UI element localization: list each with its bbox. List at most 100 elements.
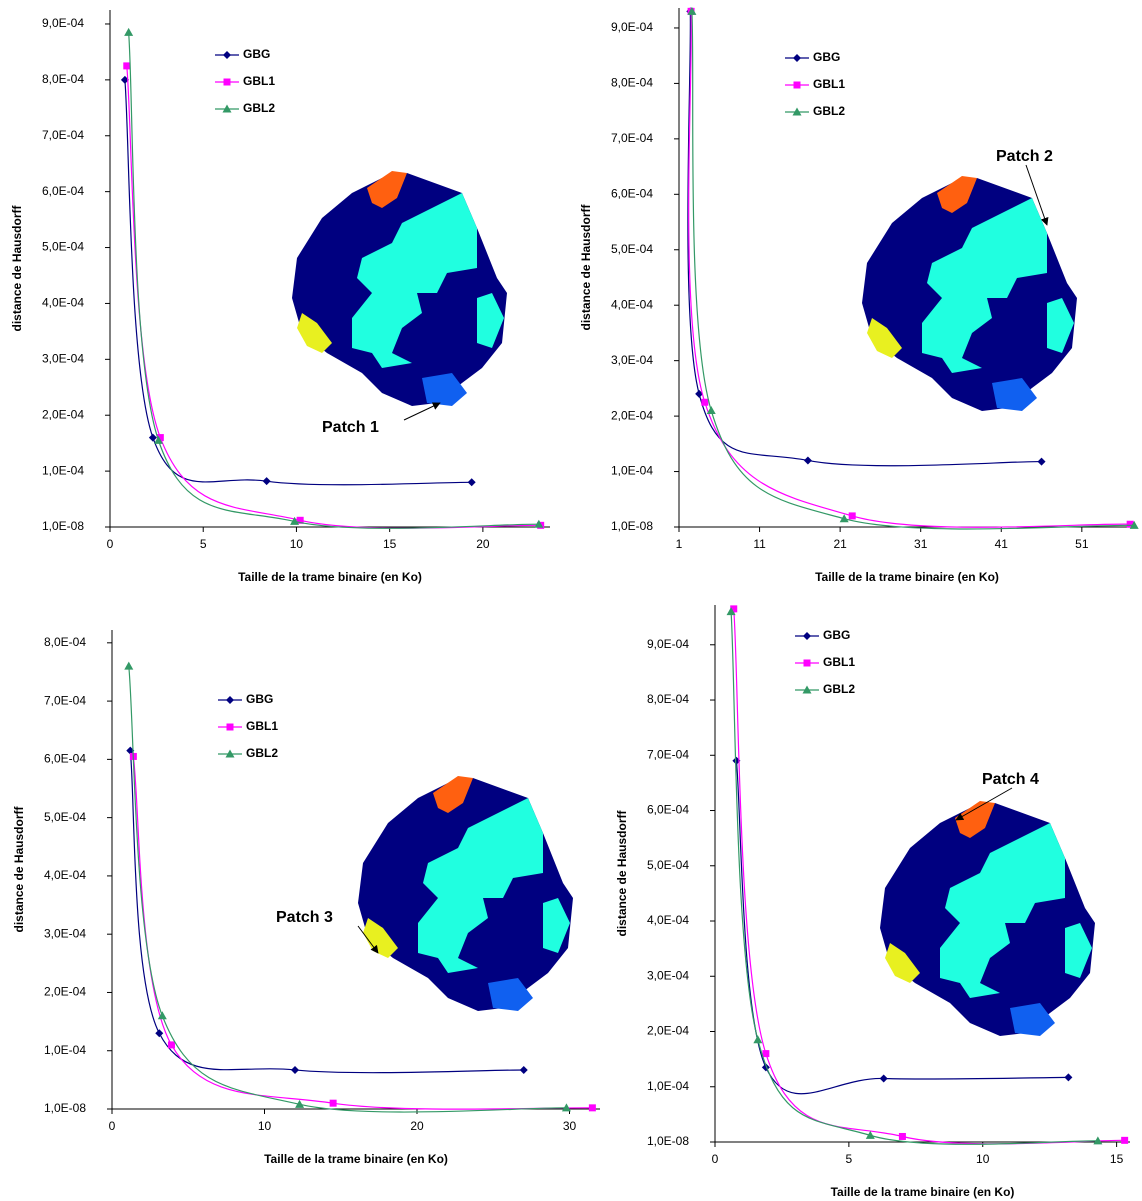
annotation-arrow <box>955 787 1013 821</box>
head-illustration <box>358 776 573 1011</box>
annotation-arrow <box>403 402 441 421</box>
point-marker <box>1064 1073 1073 1082</box>
legend-label: GBG <box>823 628 850 642</box>
y-tick-label: 7,0E-04 <box>647 747 689 761</box>
legend-label: GBL1 <box>246 719 278 733</box>
point-marker <box>726 607 736 616</box>
x-tick-label: 20 <box>476 537 490 551</box>
point-marker <box>588 1104 596 1112</box>
point-marker <box>225 749 235 758</box>
point-marker <box>148 433 157 442</box>
point-marker <box>701 398 709 406</box>
y-tick-label: 8,0E-04 <box>611 76 653 90</box>
y-tick-label: 9,0E-04 <box>647 637 689 651</box>
y-tick-label: 5,0E-04 <box>611 242 653 256</box>
y-tick-label: 9,0E-04 <box>611 20 653 34</box>
point-marker <box>687 6 697 15</box>
y-tick-label: 6,0E-04 <box>647 803 689 817</box>
point-marker <box>167 1041 175 1049</box>
legend-label: GBL1 <box>823 655 855 669</box>
y-tick-label: 6,0E-04 <box>611 186 653 200</box>
legend-label: GBL1 <box>813 77 845 91</box>
x-tick-label: 0 <box>107 537 114 551</box>
chart-panel: 1,0E-08 1,0E-04 2,0E-04 3,0E-04 4,0E-04 5,0E-… <box>12 630 600 1166</box>
point-marker <box>262 477 271 486</box>
x-tick-label: 10 <box>976 1152 990 1166</box>
point-marker <box>848 512 856 520</box>
y-tick-label: 4,0E-04 <box>42 296 84 310</box>
x-tick-label: 10 <box>258 1119 272 1133</box>
y-tick-label: 4,0E-04 <box>647 913 689 927</box>
x-tick-label: 0 <box>109 1119 116 1133</box>
y-tick-label: 1,0E-04 <box>42 463 84 477</box>
y-tick-label: 1,0E-04 <box>44 1043 86 1057</box>
legend-label: GBG <box>246 692 273 706</box>
x-tick-label: 15 <box>1110 1152 1124 1166</box>
x-tick-label: 15 <box>383 537 397 551</box>
y-axis-title: distance de Hausdorff <box>10 204 24 331</box>
y-tick-label: 6,0E-04 <box>44 752 86 766</box>
y-tick-label: 1,0E-04 <box>611 464 653 478</box>
y-tick-label: 7,0E-04 <box>611 131 653 145</box>
point-marker <box>803 659 811 667</box>
series-line <box>735 760 1069 1095</box>
series-line <box>132 756 593 1110</box>
y-tick-label: 8,0E-04 <box>44 635 86 649</box>
point-marker <box>898 1132 906 1140</box>
y-tick-label: 2,0E-04 <box>44 985 86 999</box>
y-tick-label: 3,0E-04 <box>44 926 86 940</box>
point-marker <box>467 478 476 487</box>
head-illustration <box>862 176 1077 411</box>
point-marker <box>226 696 234 704</box>
point-marker <box>561 1103 571 1112</box>
chart-panel: 1,0E-08 1,0E-04 2,0E-04 3,0E-04 4,0E-04 5,0E-… <box>579 6 1139 584</box>
y-tick-label: 4,0E-04 <box>44 868 86 882</box>
y-tick-label: 2,0E-04 <box>647 1024 689 1038</box>
point-marker <box>290 516 300 525</box>
y-tick-label: 2,0E-04 <box>611 408 653 422</box>
point-marker <box>839 514 849 523</box>
point-marker <box>329 1099 337 1107</box>
point-marker <box>793 54 801 62</box>
point-marker <box>1037 457 1046 466</box>
legend-label: GBG <box>813 50 840 64</box>
series-line <box>128 666 567 1113</box>
x-tick-label: 30 <box>563 1119 577 1133</box>
point-marker <box>291 1065 299 1074</box>
y-axis-title: distance de Hausdorff <box>615 809 629 936</box>
x-tick-label: 0 <box>712 1152 719 1166</box>
x-tick-label: 41 <box>995 537 1009 551</box>
y-tick-label: 7,0E-04 <box>44 693 86 707</box>
x-tick-label: 51 <box>1075 537 1089 551</box>
annotation: Patch 2 <box>996 148 1053 165</box>
series-line <box>730 611 1098 1145</box>
y-tick-label: 3,0E-04 <box>42 351 84 365</box>
x-tick-label: 5 <box>200 537 207 551</box>
point-marker <box>792 107 802 116</box>
x-axis-title: Taille de la trame binaire (en Ko) <box>238 570 422 584</box>
point-marker <box>762 1050 770 1058</box>
x-tick-label: 5 <box>846 1152 853 1166</box>
point-marker <box>226 723 234 731</box>
y-tick-label: 8,0E-04 <box>647 692 689 706</box>
y-tick-label: 1,0E-08 <box>647 1134 689 1148</box>
head-illustration <box>292 171 507 406</box>
legend-label: GBL1 <box>243 74 275 88</box>
y-tick-label: 6,0E-04 <box>42 184 84 198</box>
annotation: Patch 3 <box>276 909 333 926</box>
point-marker <box>123 62 131 70</box>
y-tick-label: 7,0E-04 <box>42 128 84 142</box>
point-marker <box>124 27 134 36</box>
point-marker <box>1121 1136 1129 1144</box>
y-tick-label: 1,0E-04 <box>647 1079 689 1093</box>
point-marker <box>1093 1136 1103 1145</box>
y-tick-label: 5,0E-04 <box>647 858 689 872</box>
x-axis-title: Taille de la trame binaire (en Ko) <box>815 570 999 584</box>
point-marker <box>803 456 812 465</box>
x-axis-title: Taille de la trame binaire (en Ko) <box>264 1152 448 1166</box>
x-tick-label: 10 <box>290 537 304 551</box>
point-marker <box>865 1130 875 1139</box>
y-tick-label: 3,0E-04 <box>611 353 653 367</box>
series-line <box>691 11 1135 530</box>
